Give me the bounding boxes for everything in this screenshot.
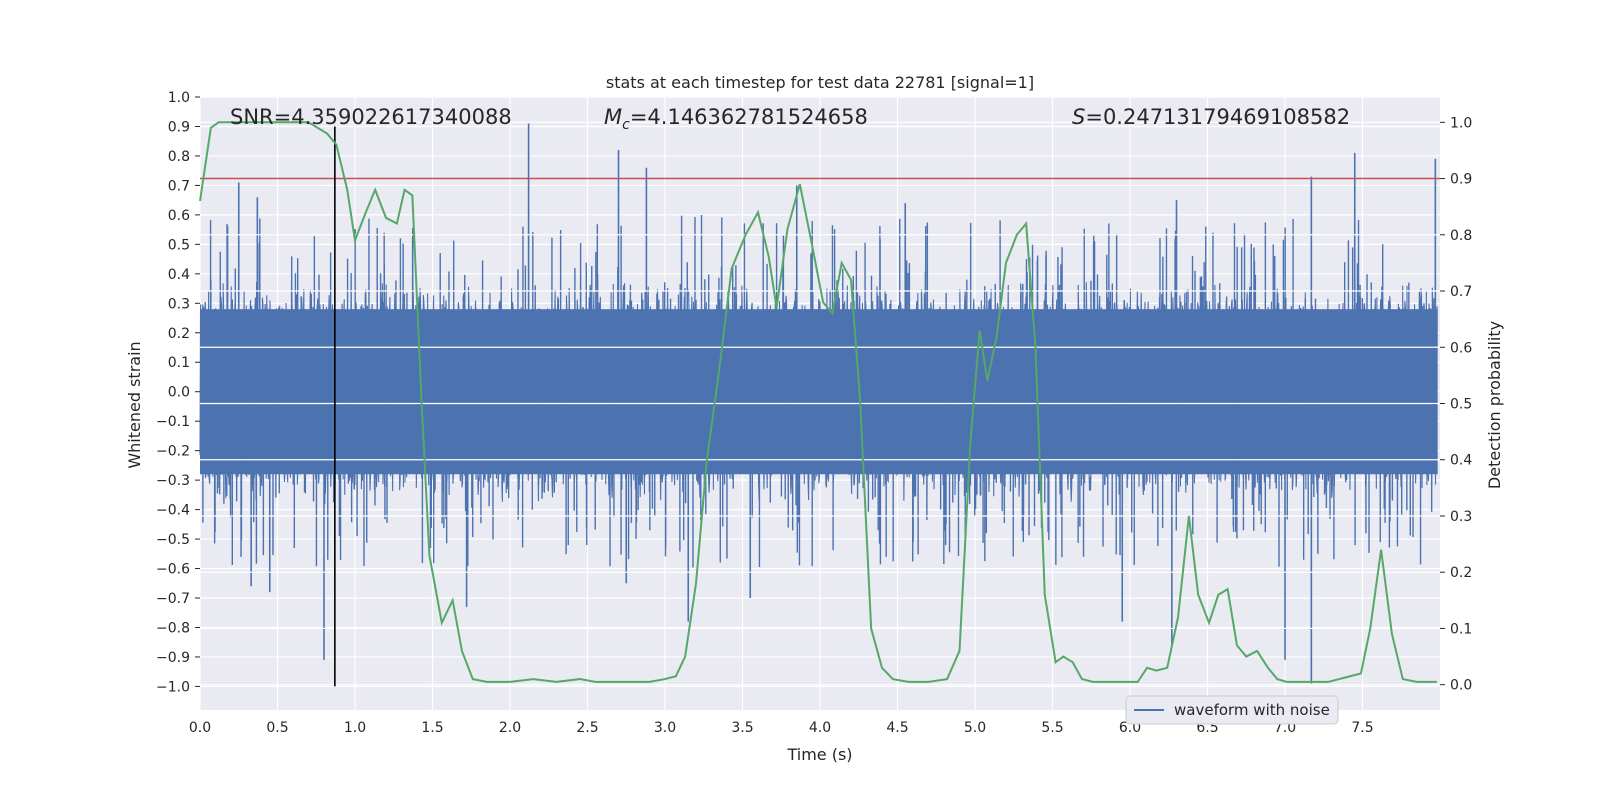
snr-annotation: SNR=4.359022617340088: [230, 105, 512, 129]
x-tick-label: 3.0: [654, 720, 676, 736]
legend: waveform with noise: [1125, 695, 1339, 725]
y-left-tick-label: −0.9: [156, 650, 190, 666]
y-right-tick-label: 0.6: [1450, 340, 1472, 356]
y-left-tick-label: 0.0: [168, 385, 190, 401]
x-tick-label: 5.0: [964, 720, 986, 736]
chirp-mass-symbol: M: [604, 105, 622, 129]
y-left-tick-label: −0.1: [156, 414, 190, 430]
y-left-tick-label: 0.7: [168, 178, 190, 194]
y-left-tick-label: −0.8: [156, 620, 190, 636]
x-tick-label: 1.0: [344, 720, 366, 736]
y-left-tick-label: 0.6: [168, 208, 190, 224]
y-right-tick-label: 0.7: [1450, 284, 1472, 300]
chart-title: stats at each timestep for test data 227…: [606, 73, 1034, 92]
y-right-tick-label: 0.9: [1450, 172, 1472, 188]
x-tick-label: 2.0: [499, 720, 521, 736]
s-annotation: S=0.24713179469108582: [1072, 105, 1350, 129]
y-right-tick-label: 0.4: [1450, 453, 1472, 469]
chirp-mass-value: =4.146362781524658: [630, 105, 868, 129]
y-left-tick-label: −0.7: [156, 591, 190, 607]
y-left-tick-label: −1.0: [156, 679, 190, 695]
y-right-tick-label: 0.3: [1450, 509, 1472, 525]
y-left-tick-label: 0.9: [168, 119, 190, 135]
x-tick-label: 4.0: [809, 720, 831, 736]
y-left-tick-label: −0.5: [156, 532, 190, 548]
y-left-tick-label: 0.8: [168, 149, 190, 165]
y-left-tick-label: 0.3: [168, 296, 190, 312]
x-tick-label: 0.5: [266, 720, 288, 736]
y-left-tick-label: 0.5: [168, 237, 190, 253]
y-left-tick-label: 0.1: [168, 355, 190, 371]
chirp-mass-subscript: c: [622, 117, 630, 133]
legend-label: waveform with noise: [1174, 701, 1330, 719]
y-right-tick-label: 0.8: [1450, 228, 1472, 244]
x-tick-label: 0.0: [189, 720, 211, 736]
y-axis-right-label: Detection probability: [1485, 321, 1504, 489]
legend-box: [1125, 695, 1339, 725]
overlay-grid-lines: [200, 121, 1440, 686]
y-left-tick-label: 0.2: [168, 326, 190, 342]
x-axis-label: Time (s): [786, 745, 852, 764]
x-tick-label: 2.5: [576, 720, 598, 736]
y-axis-left-label: Whitened strain: [125, 341, 144, 468]
y-left-tick-label: −0.4: [156, 503, 190, 519]
x-tick-label: 4.5: [886, 720, 908, 736]
x-tick-label: 7.5: [1351, 720, 1373, 736]
s-value: =0.24713179469108582: [1085, 105, 1350, 129]
y-right-tick-label: 0.1: [1450, 621, 1472, 637]
y-right-tick-label: 0.2: [1450, 565, 1472, 581]
x-tick-label: 1.5: [421, 720, 443, 736]
y-left-tick-label: −0.2: [156, 444, 190, 460]
y-right-tick-label: 0.0: [1450, 678, 1472, 694]
y-left-tick-label: −0.6: [156, 562, 190, 578]
y-left-tick-label: −0.3: [156, 473, 190, 489]
detection-probability-line: [199, 121, 1437, 683]
series-lines: [199, 121, 1440, 687]
chirp-mass-annotation: Mc=4.146362781524658: [604, 105, 868, 133]
y-left-tick-label: 1.0: [168, 90, 190, 106]
y-left-tick-label: 0.4: [168, 267, 190, 283]
waveform-series: [199, 123, 1438, 684]
y-right-tick-label: 1.0: [1450, 115, 1472, 131]
y-right-tick-label: 0.5: [1450, 397, 1472, 413]
x-tick-label: 5.5: [1041, 720, 1063, 736]
x-tick-label: 3.5: [731, 720, 753, 736]
axes: 0.0 0.5 1.0 1.5 2.0 2.5 3.0 3.5 4.0 4.5 5.0 5.5 6.0 6…: [156, 90, 1472, 736]
s-symbol: S: [1072, 105, 1085, 129]
